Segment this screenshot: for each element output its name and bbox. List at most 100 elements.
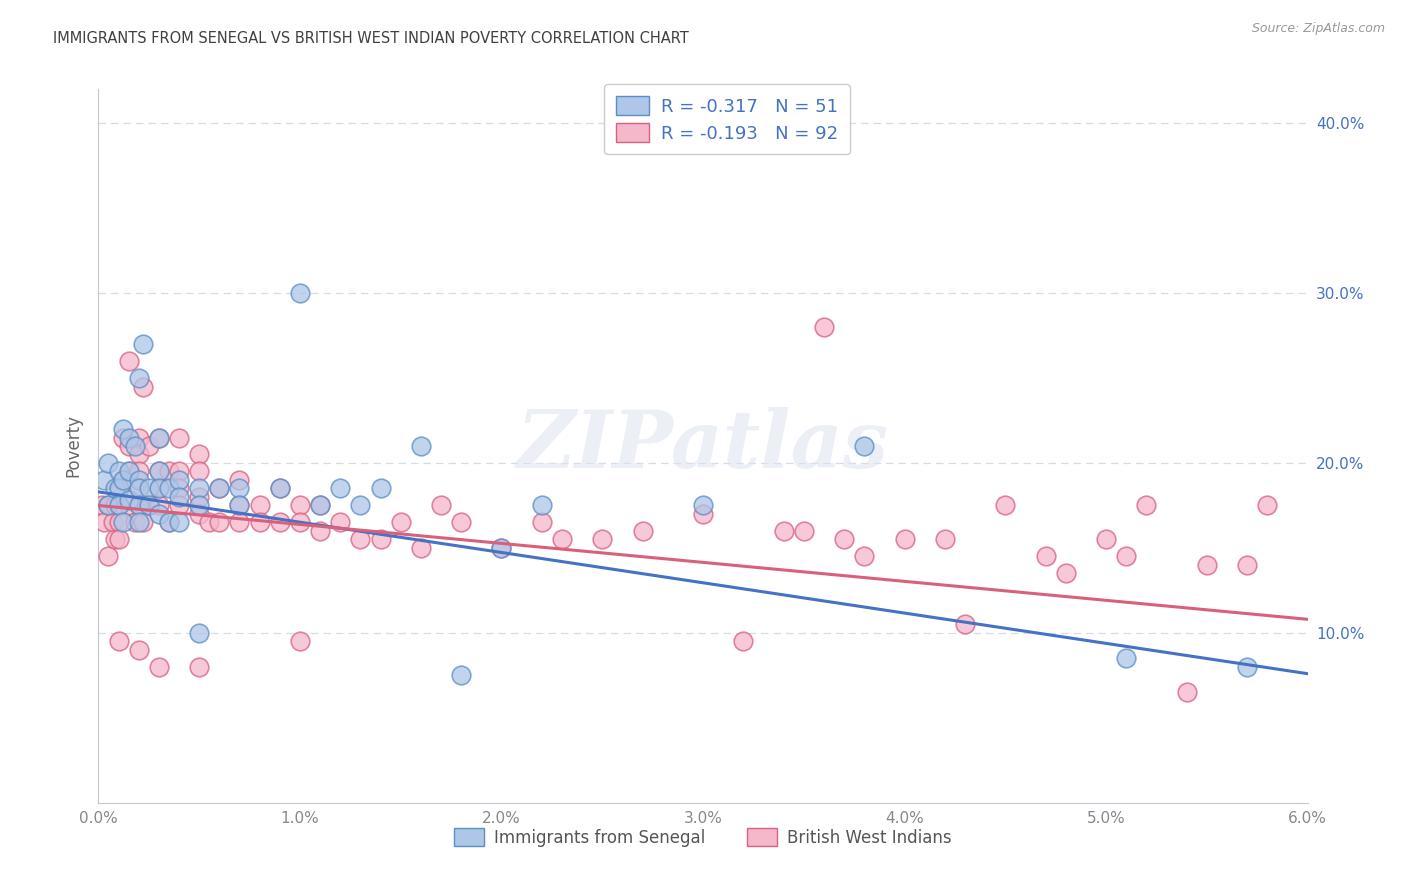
Point: [228, 473, 250, 487]
Point: [148, 660, 170, 674]
Point: [167, 465, 190, 479]
Point: [934, 533, 956, 547]
Point: [111, 430, 134, 444]
Point: [91, 499, 114, 513]
Point: [128, 465, 150, 479]
Point: [349, 499, 371, 513]
Point: [389, 516, 412, 530]
Point: [631, 524, 654, 538]
Point: [409, 541, 432, 555]
Point: [288, 516, 311, 530]
Point: [692, 499, 714, 513]
Point: [138, 499, 160, 513]
Point: [228, 516, 250, 530]
Point: [132, 516, 155, 530]
Point: [107, 533, 129, 547]
Point: [1115, 549, 1137, 564]
Point: [167, 499, 190, 513]
Point: [551, 533, 574, 547]
Point: [832, 533, 855, 547]
Point: [157, 516, 180, 530]
Point: [97, 499, 120, 513]
Point: [1054, 566, 1077, 581]
Point: [132, 337, 155, 351]
Point: [309, 499, 332, 513]
Point: [167, 430, 190, 444]
Point: [128, 499, 150, 513]
Point: [288, 634, 311, 648]
Point: [138, 482, 160, 496]
Point: [124, 439, 146, 453]
Point: [188, 448, 211, 462]
Point: [148, 507, 170, 521]
Point: [409, 439, 432, 453]
Point: [491, 541, 513, 555]
Point: [103, 499, 125, 513]
Point: [591, 533, 613, 547]
Point: [1236, 558, 1258, 572]
Point: [249, 499, 271, 513]
Point: [97, 549, 120, 564]
Point: [288, 286, 311, 301]
Point: [893, 533, 915, 547]
Point: [148, 482, 170, 496]
Point: [93, 473, 115, 487]
Point: [853, 549, 876, 564]
Point: [309, 499, 332, 513]
Point: [1035, 549, 1057, 564]
Point: [288, 499, 311, 513]
Y-axis label: Poverty: Poverty: [65, 415, 83, 477]
Point: [103, 533, 125, 547]
Point: [118, 439, 141, 453]
Point: [249, 516, 271, 530]
Point: [128, 371, 150, 385]
Point: [188, 660, 211, 674]
Point: [329, 516, 352, 530]
Point: [370, 533, 392, 547]
Point: [111, 516, 134, 530]
Text: ZIPatlas: ZIPatlas: [517, 408, 889, 484]
Point: [491, 541, 513, 555]
Point: [269, 482, 291, 496]
Point: [118, 354, 141, 368]
Point: [994, 499, 1017, 513]
Point: [450, 668, 472, 682]
Point: [128, 473, 150, 487]
Point: [107, 499, 129, 513]
Point: [208, 516, 231, 530]
Point: [208, 482, 231, 496]
Point: [97, 456, 120, 470]
Point: [188, 626, 211, 640]
Point: [1095, 533, 1118, 547]
Point: [1236, 660, 1258, 674]
Point: [128, 643, 150, 657]
Point: [118, 465, 141, 479]
Point: [118, 430, 141, 444]
Point: [1135, 499, 1157, 513]
Point: [103, 482, 125, 496]
Point: [198, 516, 221, 530]
Legend: Immigrants from Senegal, British West Indians: Immigrants from Senegal, British West In…: [446, 820, 960, 855]
Point: [450, 516, 472, 530]
Point: [111, 473, 134, 487]
Point: [772, 524, 794, 538]
Point: [97, 499, 120, 513]
Point: [1195, 558, 1218, 572]
Point: [167, 473, 190, 487]
Point: [148, 499, 170, 513]
Point: [167, 490, 190, 504]
Point: [107, 465, 129, 479]
Point: [124, 516, 146, 530]
Point: [692, 507, 714, 521]
Point: [208, 482, 231, 496]
Point: [953, 617, 976, 632]
Point: [733, 634, 755, 648]
Point: [132, 379, 155, 393]
Point: [370, 482, 392, 496]
Point: [101, 516, 124, 530]
Point: [269, 482, 291, 496]
Point: [793, 524, 815, 538]
Point: [329, 482, 352, 496]
Point: [93, 516, 115, 530]
Point: [128, 482, 150, 496]
